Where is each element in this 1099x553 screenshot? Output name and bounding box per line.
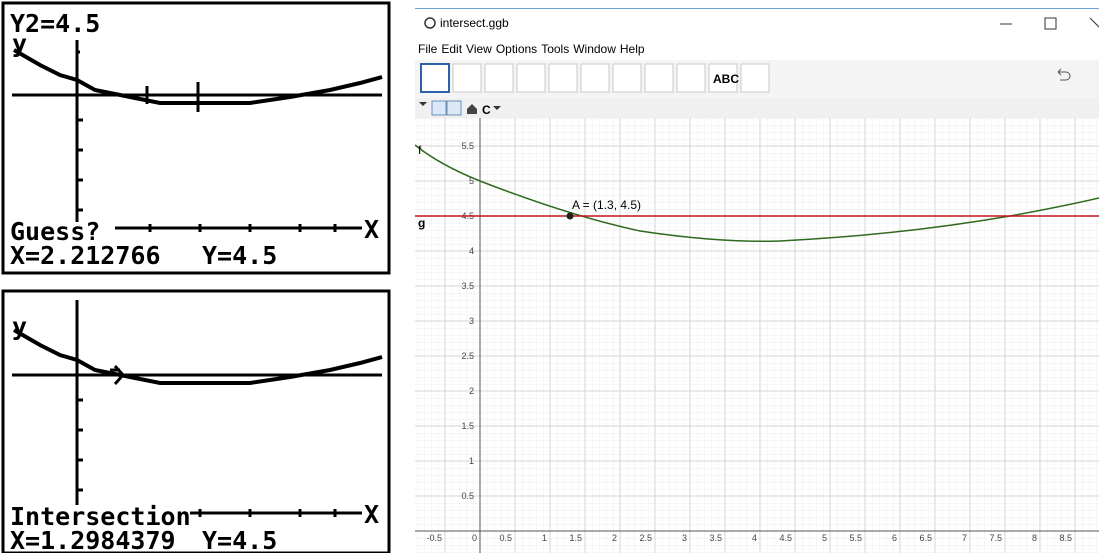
app-icon [424, 17, 436, 29]
x-tick-label: 7.5 [989, 533, 1002, 543]
calc-y-readout: Y=4.5 [202, 241, 277, 270]
text-tool-label: ABC [713, 72, 739, 86]
tool-button[interactable] [580, 63, 610, 93]
y-tick-label: 5.5 [461, 141, 474, 151]
calc-top-label: Y2=4.5 [10, 9, 100, 38]
cursor [135, 82, 200, 112]
close-button[interactable] [1089, 17, 1099, 28]
tool-button[interactable] [644, 63, 674, 93]
calc-x-readout: X=2.212766 [10, 241, 161, 270]
x-tick-label: 1 [542, 533, 547, 543]
menu-item[interactable]: Options [496, 42, 537, 56]
calc-curve [13, 48, 383, 105]
home-button[interactable] [467, 104, 477, 114]
calculator-screen: y Intersection X X=1.2984379 Y=4.5 [1, 289, 391, 553]
calc-prompt: Guess? [10, 217, 100, 246]
x-tick-label: 8.5 [1059, 533, 1072, 543]
window-title: intersect.ggb [440, 16, 509, 30]
tool-buttons [420, 63, 770, 93]
cursor [110, 365, 126, 385]
calc-y-label: y [12, 312, 27, 341]
tool-button[interactable] [740, 63, 770, 93]
x-tick-label: 2.5 [639, 533, 652, 543]
point-label: A = (1.3, 4.5) [572, 198, 641, 212]
graphics-view: -0.5 0 0.5 1 1.5 2 2.5 3 3.5 4 4.5 5 5.5 6 6.5 7 7.5 8 8.5… [415, 118, 1099, 553]
tool-button[interactable] [676, 63, 706, 93]
style-dropdown[interactable] [493, 106, 501, 110]
calc-curve [13, 328, 383, 385]
y-tick-label: 4 [469, 246, 474, 256]
menu-item[interactable]: Tools [541, 42, 569, 56]
x-tick-label: 8 [1032, 533, 1037, 543]
y-tick-label: 3.5 [461, 281, 474, 291]
geogebra-window: intersect.ggb File Edit View Options Tools Wi… [415, 8, 1099, 553]
x-tick-label: 3.5 [709, 533, 722, 543]
calc-x-readout: X=1.2984379 [10, 526, 176, 553]
y-tick-label: 1 [469, 456, 474, 466]
tool-button[interactable] [484, 63, 514, 93]
x-tick-label: 3 [682, 533, 687, 543]
function-label: g [418, 216, 425, 230]
x-tick-label: 2 [612, 533, 617, 543]
y-tick-label: 2 [469, 386, 474, 396]
axis-ticks [77, 398, 83, 492]
x-tick-label: 7 [962, 533, 967, 543]
move-tool[interactable]: C [482, 103, 491, 117]
menu-item[interactable]: View [466, 42, 492, 56]
axis-ticks [148, 224, 337, 232]
x-tick-label: 4 [752, 533, 757, 543]
maximize-button[interactable] [1044, 17, 1057, 30]
menu-item[interactable]: Edit [441, 42, 462, 56]
screen-frame [1, 289, 391, 553]
x-tick-label: 0 [472, 533, 477, 543]
point-a[interactable] [566, 212, 574, 220]
y-tick-label: 2.5 [461, 351, 474, 361]
menu-item[interactable]: Window [573, 42, 616, 56]
calc-y-label: y [12, 29, 27, 58]
calc-x-label: X [364, 215, 379, 244]
y-tick-label: 1.5 [461, 421, 474, 431]
tool-button[interactable] [548, 63, 578, 93]
axis-ticks [198, 509, 337, 517]
x-tick-label: 5 [822, 533, 827, 543]
calculator-screen: Y2=4.5 y Guess? X X=2.212766 Y=4.5 [1, 1, 391, 275]
y-tick-label: 0.5 [461, 491, 474, 501]
x-tick-label: 1.5 [569, 533, 582, 543]
grid-toggle[interactable] [446, 100, 462, 116]
tool-button[interactable] [420, 63, 450, 93]
x-tick-label: 0.5 [499, 533, 512, 543]
tool-button[interactable] [516, 63, 546, 93]
calc-y-readout: Y=4.5 [202, 526, 277, 553]
x-tick-label: 5.5 [849, 533, 862, 543]
menu-bar: File Edit View Options Tools Window Help [418, 42, 645, 56]
x-tick-label: 6.5 [919, 533, 932, 543]
calc-prompt: Intersection [10, 502, 191, 531]
x-tick-label: 6 [892, 533, 897, 543]
y-tick-label: 3 [469, 316, 474, 326]
style-toggle[interactable] [419, 102, 427, 106]
x-tick-label: -0.5 [426, 533, 442, 543]
y-tick-label: 5 [469, 176, 474, 186]
axis-ticks [77, 50, 83, 212]
calc-x-label: X [364, 500, 379, 529]
menu-item[interactable]: Help [620, 42, 645, 56]
menu-item[interactable]: File [418, 42, 438, 56]
tool-button[interactable] [612, 63, 642, 93]
tool-button[interactable] [708, 63, 738, 93]
minor-grid [415, 118, 1099, 553]
x-tick-label: 4.5 [779, 533, 792, 543]
style-bar [415, 98, 1099, 118]
function-label: f [418, 143, 422, 157]
undo-button[interactable] [1057, 68, 1071, 81]
tool-button[interactable] [452, 63, 482, 93]
axes-toggle[interactable] [431, 100, 447, 116]
